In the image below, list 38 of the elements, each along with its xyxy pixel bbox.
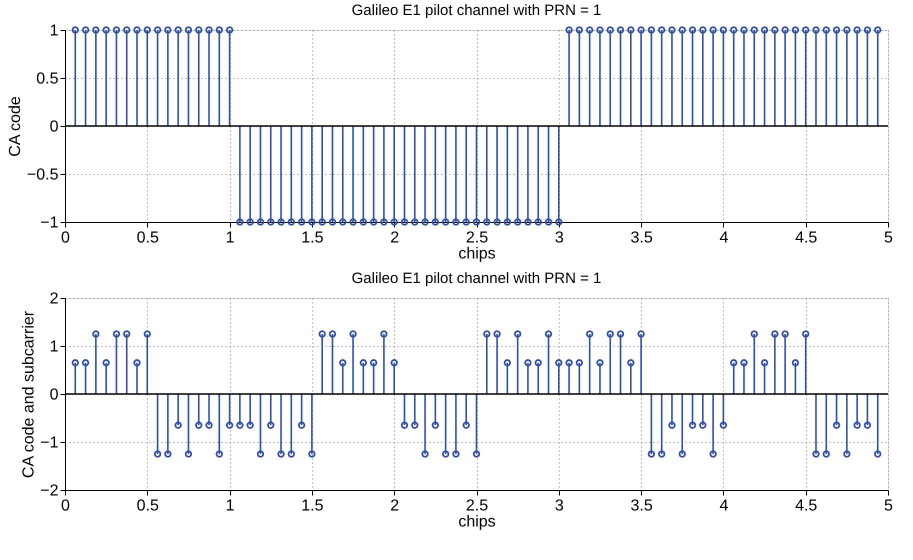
x-tick-label: 0.5 [136,498,160,514]
x-tick-label: 4.5 [795,230,818,246]
x-tick-label: 4 [719,230,728,246]
x-tick-label: 5 [884,230,894,246]
y-tick-label: 0 [50,386,59,404]
x-tick-label: 1 [226,230,235,246]
x-tick-label: 0 [61,498,70,514]
x-tick-label: 0 [61,230,70,246]
x-tick-label: 3 [554,498,564,514]
x-tick-label: 3.5 [630,498,653,514]
x-tick-label: 2.5 [466,498,488,514]
x-axis-title: chips [458,514,496,530]
y-tick-label: 0 [50,118,59,136]
x-tick-label: 5 [884,498,894,514]
x-tick-label: 2 [390,498,400,514]
x-tick-label: 2.5 [466,230,488,246]
y-tick-label: −1 [40,214,59,232]
x-tick-label: 4.5 [795,498,818,514]
y-tick-label: 1 [50,338,59,356]
y-tick-label: 2 [50,290,59,308]
y-tick-label: −0.5 [26,166,59,184]
x-axis-title: chips [458,246,496,262]
x-tick-label: 4 [719,498,728,514]
x-tick-label: 1.5 [301,230,324,246]
x-tick-label: 1.5 [301,498,324,514]
x-tick-label: 0.5 [136,230,160,246]
x-tick-label: 2 [390,230,400,246]
y-tick-label: −2 [40,482,59,500]
chart-title: Galileo E1 pilot channel with PRN = 1 [352,270,602,287]
x-tick-label: 1 [226,498,235,514]
chart-title: Galileo E1 pilot channel with PRN = 1 [352,2,602,19]
y-tick-label: 0.5 [36,70,59,88]
y-axis-title: CA code [6,96,24,157]
y-axis-title: CA code and subcarrier [20,310,38,478]
x-tick-label: 3.5 [630,230,653,246]
x-tick-label: 3 [554,230,564,246]
y-tick-label: −1 [40,434,59,452]
y-tick-label: 1 [50,22,59,40]
